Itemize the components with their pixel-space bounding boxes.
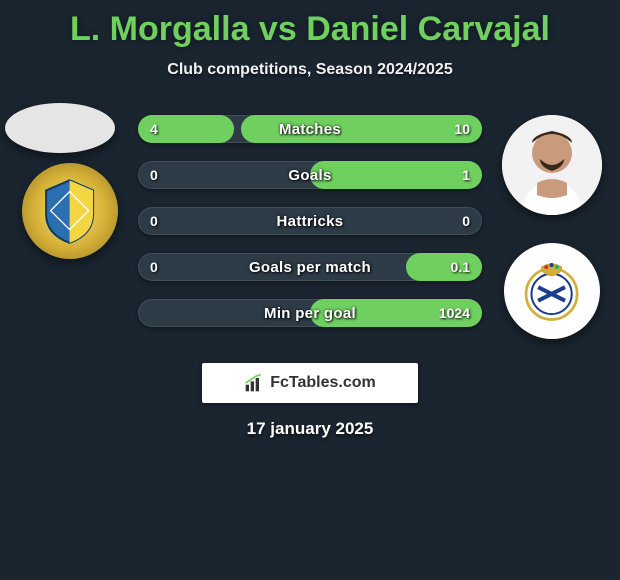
stat-label: Goals (138, 161, 482, 189)
club-right-badge (504, 243, 600, 339)
stat-value-right: 0.1 (451, 253, 470, 281)
brand-text: FcTables.com (270, 374, 376, 392)
shield-icon (36, 177, 103, 244)
stat-bar: Min per goal1024 (138, 299, 482, 327)
stat-label: Min per goal (138, 299, 482, 327)
stat-value-left: 0 (150, 161, 158, 189)
stat-value-left: 0 (150, 253, 158, 281)
stat-value-left: 0 (150, 207, 158, 235)
brand-box: FcTables.com (202, 363, 418, 403)
page-title: L. Morgalla vs Daniel Carvajal (0, 0, 620, 49)
stat-value-right: 1024 (439, 299, 470, 327)
stat-label: Goals per match (138, 253, 482, 281)
bars-chart-icon (244, 373, 264, 393)
stat-value-right: 0 (462, 207, 470, 235)
stat-bar: Hattricks0 0 (138, 207, 482, 235)
stat-value-right: 10 (454, 115, 470, 143)
comparison-panel: Matches410Goals01Hattricks00Goals per ma… (0, 103, 620, 343)
player-right-avatar (502, 115, 602, 215)
stat-bar: Goals0 1 (138, 161, 482, 189)
player-left-avatar (5, 103, 115, 153)
subtitle: Club competitions, Season 2024/2025 (0, 61, 620, 79)
date-text: 17 january 2025 (0, 419, 620, 439)
stat-value-right: 1 (462, 161, 470, 189)
stat-value-left: 4 (150, 115, 158, 143)
club-left-badge (22, 163, 118, 259)
crest-icon (518, 257, 585, 324)
stat-label: Matches (138, 115, 482, 143)
stat-bar: Matches4 10 (138, 115, 482, 143)
stat-label: Hattricks (138, 207, 482, 235)
stat-bar: Goals per match0 0.1 (138, 253, 482, 281)
stats-bars: Matches410Goals01Hattricks00Goals per ma… (138, 115, 482, 327)
person-icon (502, 115, 602, 215)
